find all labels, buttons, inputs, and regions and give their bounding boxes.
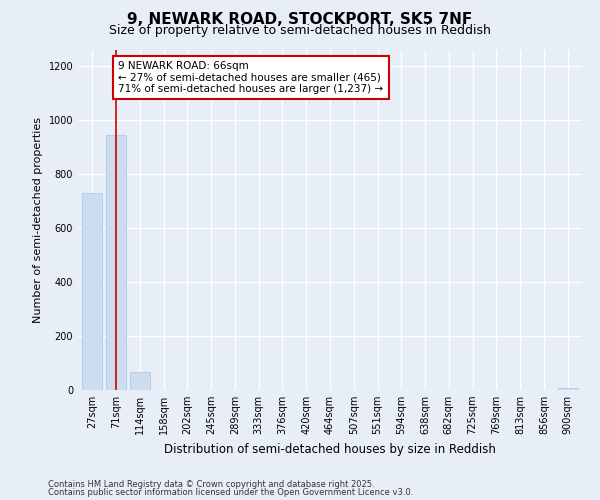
Text: Size of property relative to semi-detached houses in Reddish: Size of property relative to semi-detach… [109,24,491,37]
Text: 9, NEWARK ROAD, STOCKPORT, SK5 7NF: 9, NEWARK ROAD, STOCKPORT, SK5 7NF [127,12,473,28]
Text: Contains public sector information licensed under the Open Government Licence v3: Contains public sector information licen… [48,488,413,497]
Bar [82,193,103,390]
X-axis label: Distribution of semi-detached houses by size in Reddish: Distribution of semi-detached houses by … [164,442,496,456]
Bar [557,388,578,390]
Bar [130,372,150,390]
Y-axis label: Number of semi-detached properties: Number of semi-detached properties [33,117,43,323]
Text: 9 NEWARK ROAD: 66sqm
← 27% of semi-detached houses are smaller (465)
71% of semi: 9 NEWARK ROAD: 66sqm ← 27% of semi-detac… [118,61,383,94]
Text: Contains HM Land Registry data © Crown copyright and database right 2025.: Contains HM Land Registry data © Crown c… [48,480,374,489]
Bar [106,135,126,390]
